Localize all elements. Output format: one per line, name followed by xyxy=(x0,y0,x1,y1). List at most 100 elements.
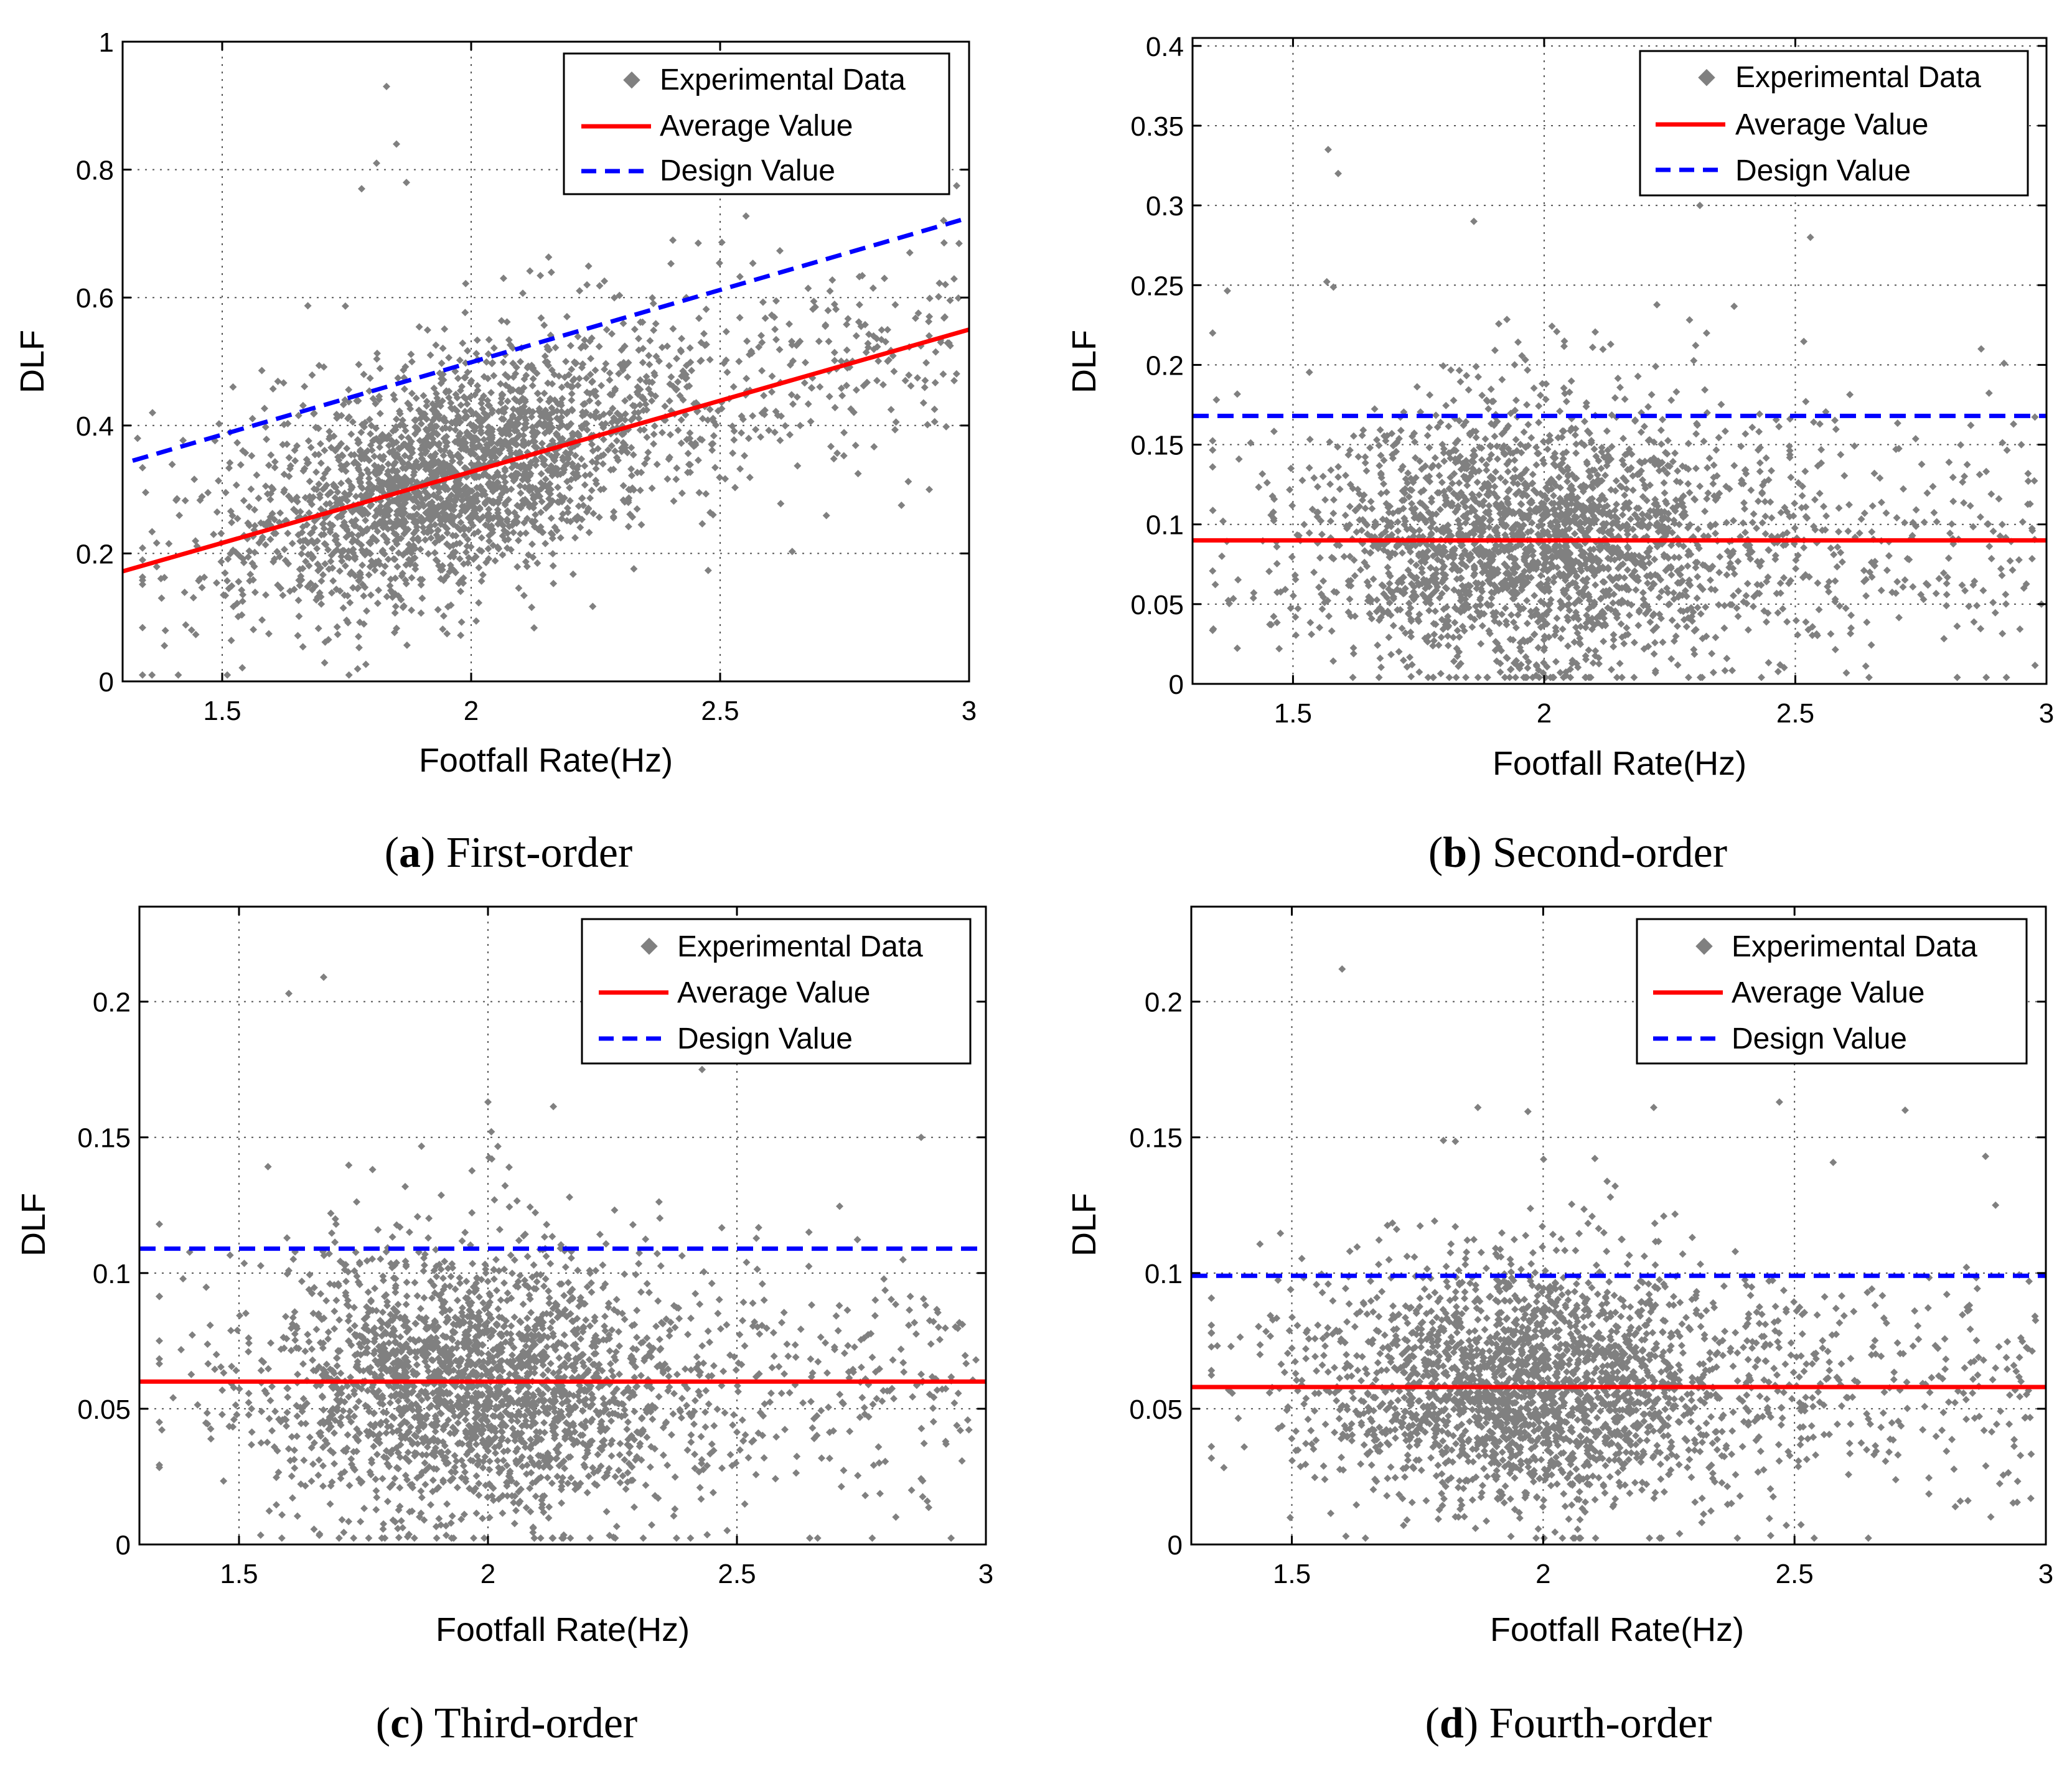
data-point xyxy=(665,397,673,405)
data-point xyxy=(284,419,292,427)
data-point xyxy=(716,474,724,482)
data-point xyxy=(788,548,796,556)
data-point xyxy=(232,481,240,489)
data-point xyxy=(563,504,571,512)
data-point xyxy=(537,314,545,322)
data-point xyxy=(787,391,795,399)
data-point xyxy=(461,309,469,317)
data-point xyxy=(772,297,780,305)
data-point xyxy=(602,360,610,368)
data-point xyxy=(285,454,293,462)
data-point xyxy=(575,375,583,383)
data-point xyxy=(456,459,464,467)
data-point xyxy=(317,577,326,585)
data-point xyxy=(485,537,493,545)
data-point xyxy=(643,454,651,462)
scatter-points xyxy=(134,83,963,679)
data-point xyxy=(416,437,424,444)
data-point xyxy=(250,625,258,633)
y-axis-label: DLF xyxy=(14,330,51,393)
data-point xyxy=(742,212,750,220)
data-point xyxy=(237,461,245,469)
data-point xyxy=(221,569,229,577)
data-point xyxy=(253,471,261,479)
data-point xyxy=(189,594,197,602)
data-point xyxy=(497,317,505,325)
data-point xyxy=(368,446,376,454)
data-point xyxy=(434,605,442,614)
data-point xyxy=(702,306,710,313)
data-point xyxy=(646,337,654,345)
data-point xyxy=(456,356,464,364)
data-point xyxy=(702,490,710,498)
data-point xyxy=(472,350,480,358)
panel-a: 1.5 2 2.5 300.20.40.60.81 DLF Footfall Rate… xyxy=(14,27,977,877)
x-tick-label: 3 xyxy=(962,696,977,726)
data-point xyxy=(642,373,650,381)
data-point xyxy=(210,530,218,538)
data-point xyxy=(267,451,275,459)
data-point xyxy=(921,383,929,391)
data-point xyxy=(843,320,851,329)
x-tick-label: 2 xyxy=(464,696,479,726)
data-point xyxy=(477,547,485,555)
data-point xyxy=(643,433,651,441)
data-point xyxy=(776,247,784,255)
y-tick-label: 0.2 xyxy=(76,539,114,569)
data-point xyxy=(663,342,672,350)
y-tick-label: 1 xyxy=(99,27,114,58)
y-tick-label: 0.4 xyxy=(76,411,114,442)
data-point xyxy=(677,439,685,447)
data-point xyxy=(891,301,899,309)
data-point xyxy=(456,555,464,563)
data-point xyxy=(394,374,402,382)
data-point xyxy=(591,367,599,374)
data-point xyxy=(445,353,453,362)
data-point xyxy=(321,560,329,568)
data-point xyxy=(299,544,307,551)
legend-label: Experimental Data xyxy=(660,63,906,96)
data-point xyxy=(852,386,860,394)
data-point xyxy=(566,497,574,505)
data-point xyxy=(815,337,823,345)
data-point xyxy=(757,332,765,340)
data-point xyxy=(706,356,714,363)
data-point xyxy=(484,544,492,553)
data-point xyxy=(925,332,933,340)
data-point xyxy=(568,390,576,398)
data-point xyxy=(586,396,594,404)
data-point xyxy=(827,442,835,451)
data-point xyxy=(554,484,562,492)
data-point xyxy=(810,297,818,306)
caption-text: First-order xyxy=(435,829,632,877)
legend-marker-icon: ◆ xyxy=(623,65,640,91)
legend: ◆ Experimental Data Average Value Design… xyxy=(563,52,950,195)
data-point xyxy=(291,457,299,465)
data-point xyxy=(462,279,470,287)
data-point xyxy=(266,495,274,503)
x-tick-label: 1.5 xyxy=(203,696,241,726)
legend-label: Design Value xyxy=(660,154,835,187)
x-tick-label: 2.5 xyxy=(701,696,739,726)
x-axis-label: Footfall Rate(Hz) xyxy=(419,742,673,779)
data-point xyxy=(946,296,954,304)
data-point xyxy=(581,481,589,489)
data-point xyxy=(276,509,284,517)
data-point xyxy=(190,475,199,484)
data-point xyxy=(584,262,593,270)
data-point xyxy=(606,409,614,417)
data-point xyxy=(304,437,312,445)
data-point xyxy=(844,315,852,323)
data-point xyxy=(679,396,687,404)
data-point xyxy=(822,512,830,520)
data-point xyxy=(457,618,466,626)
y-tick-label: 0 xyxy=(99,667,114,698)
data-point xyxy=(217,530,225,538)
data-point xyxy=(245,547,253,555)
data-point xyxy=(165,540,173,548)
data-point xyxy=(561,373,569,381)
data-point xyxy=(519,289,527,297)
data-point xyxy=(223,671,232,679)
y-tick-label: 0.6 xyxy=(76,283,114,314)
